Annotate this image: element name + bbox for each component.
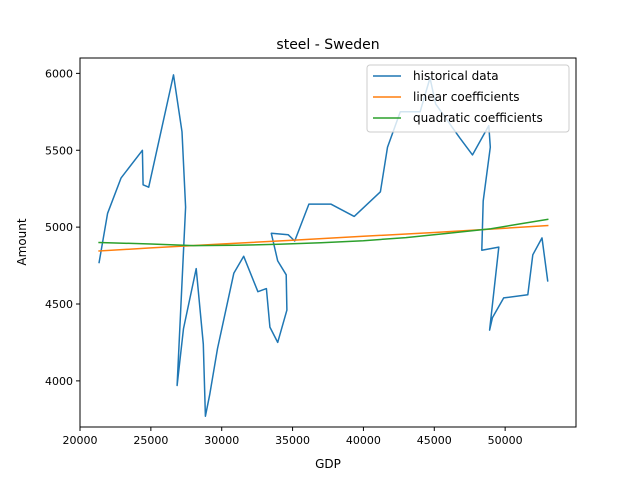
legend-label-linear: linear coefficients [413,90,520,104]
x-tick-label: 40000 [346,434,381,447]
x-tick-label: 25000 [133,434,168,447]
legend-box [366,64,570,133]
y-tick-label: 6000 [45,67,73,80]
x-tick-label: 30000 [204,434,239,447]
legend: historical data linear coefficients quad… [366,64,570,133]
y-tick-label: 5000 [45,221,73,234]
legend-label-quadratic: quadratic coefficients [413,111,543,125]
y-tick-label: 4000 [45,375,73,388]
y-tick-label: 4500 [45,298,73,311]
series-line-historical-data [98,74,549,417]
series-layer [98,74,549,417]
y-tick-label: 5500 [45,144,73,157]
x-tick-label: 35000 [275,434,310,447]
chart-title: steel - Sweden [276,37,379,53]
x-tick-label: 45000 [417,434,452,447]
legend-label-historical: historical data [413,69,499,83]
x-tick-label: 20000 [63,434,98,447]
x-tick-label: 50000 [488,434,523,447]
x-axis-label: GDP [315,457,341,471]
y-axis-label: Amount [15,218,29,265]
series-line-quadratic-coefficients [98,218,549,247]
plot-frame [79,57,577,428]
x-axis-ticks: 20000 25000 30000 35000 40000 45000 50000 [63,427,523,447]
y-axis-ticks: 4000 4500 5000 5500 6000 [45,67,80,388]
